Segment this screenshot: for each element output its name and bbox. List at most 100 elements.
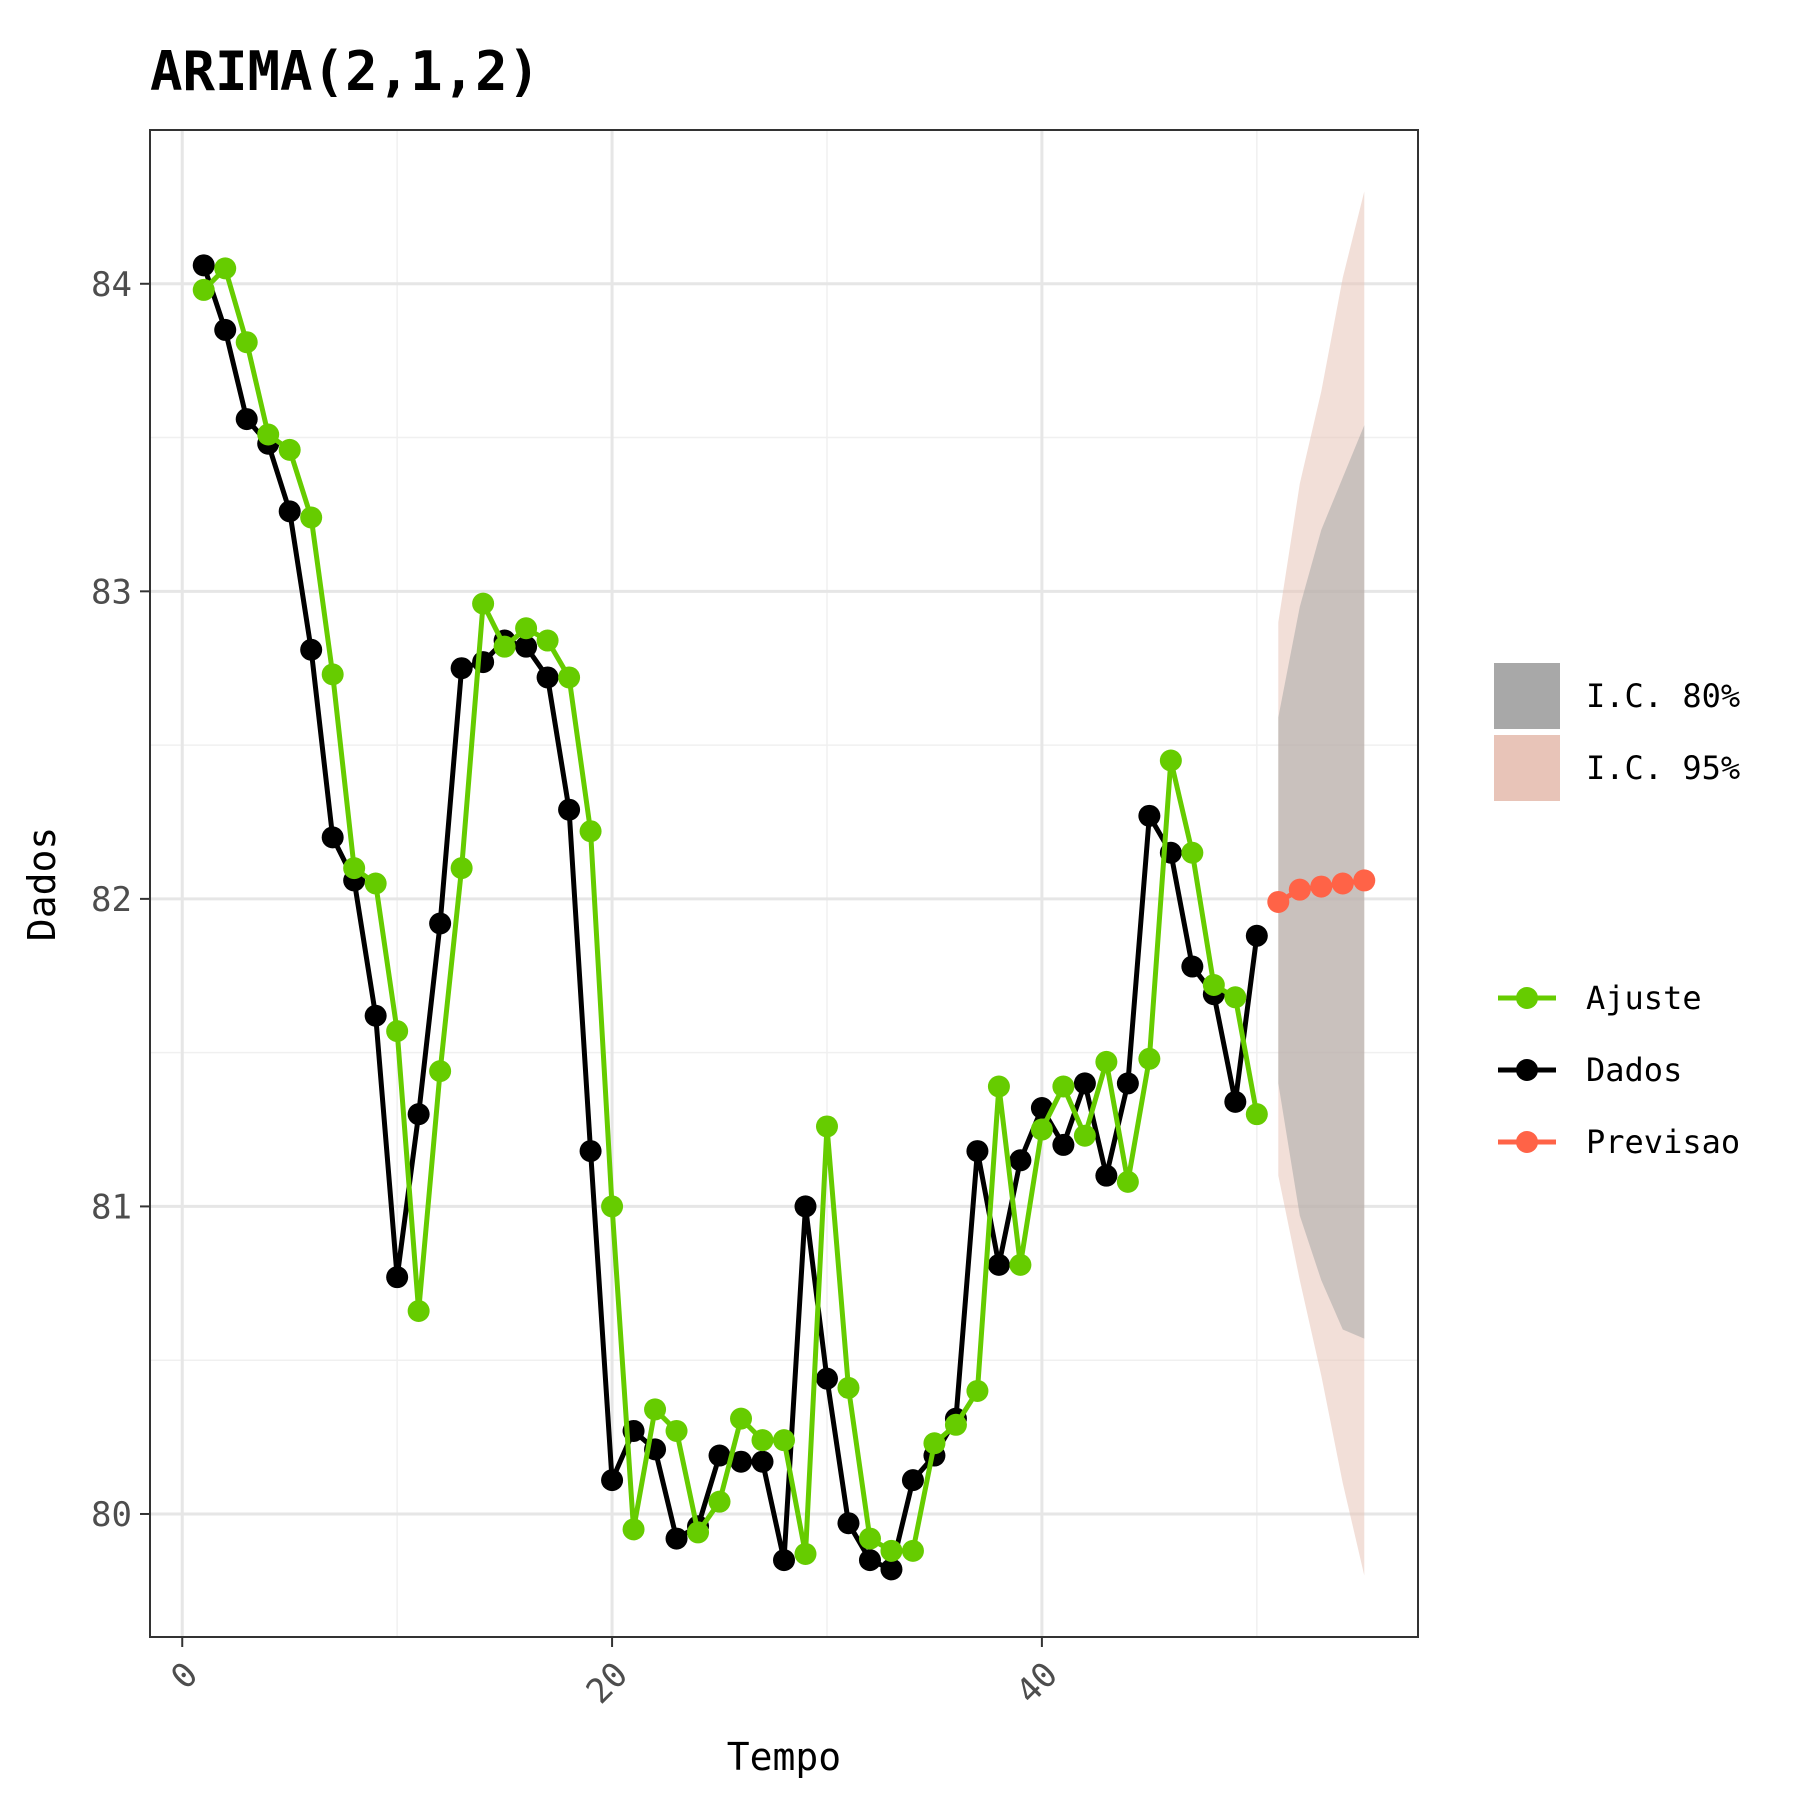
data-point-dados [429, 912, 452, 935]
data-point-dados [364, 1004, 387, 1027]
plot-panel-border [149, 129, 1419, 1638]
data-point-ajuste [429, 1060, 452, 1083]
data-point-previsao [1331, 872, 1354, 895]
y-tick-label: 81 [91, 1187, 132, 1227]
data-point-dados [880, 1558, 903, 1581]
data-point-ajuste [192, 278, 215, 301]
data-point-dados [901, 1469, 924, 1492]
data-point-dados [1181, 955, 1204, 978]
data-point-dados [386, 1266, 409, 1289]
data-point-previsao [1267, 890, 1290, 913]
data-point-ajuste [815, 1115, 838, 1138]
data-point-ajuste [472, 592, 495, 615]
data-point-dados [235, 408, 258, 431]
data-point-ajuste [901, 1539, 924, 1562]
data-point-dados [1095, 1164, 1118, 1187]
data-point-dados [407, 1103, 430, 1126]
data-point-ajuste [687, 1521, 710, 1544]
data-point-dados [579, 1140, 602, 1163]
data-point-ajuste [923, 1432, 946, 1455]
data-point-ajuste [665, 1419, 688, 1442]
data-point-ajuste [730, 1407, 753, 1430]
series-ajuste [192, 257, 1268, 1565]
x-tick-label: 20 [579, 1655, 636, 1712]
data-point-ajuste [300, 506, 323, 529]
data-point-dados [815, 1367, 838, 1390]
data-point-dados [966, 1140, 989, 1163]
data-point-dados [450, 657, 473, 680]
data-point-ajuste [1073, 1124, 1096, 1147]
legend-label: Dados [1586, 1051, 1682, 1089]
data-point-ajuste [773, 1429, 795, 1452]
legend-label: I.C. 80% [1586, 677, 1740, 715]
data-point-ajuste [493, 635, 516, 658]
data-point-ajuste [708, 1490, 731, 1513]
data-point-ajuste [515, 617, 538, 640]
y-tick-label: 82 [91, 880, 132, 920]
data-point-ajuste [1138, 1047, 1161, 1070]
data-point-ajuste [343, 857, 366, 880]
data-point-ajuste [622, 1518, 645, 1541]
data-point-ajuste [386, 1020, 409, 1043]
data-point-ajuste [1116, 1170, 1139, 1193]
data-point-dados [192, 254, 215, 277]
data-point-dados [858, 1549, 881, 1572]
chart-title: ARIMA(2,1,2) [150, 40, 540, 103]
data-point-dados [987, 1253, 1010, 1276]
data-point-ajuste [858, 1527, 881, 1550]
series-line-ajuste [201, 265, 1260, 1557]
x-tick-label: 0 [163, 1655, 206, 1698]
data-point-ajuste [751, 1429, 774, 1452]
data-point-ajuste [321, 663, 344, 686]
legend-key-95 [1494, 735, 1560, 801]
data-point-dados [300, 638, 323, 661]
data-point-dados [1116, 1072, 1139, 1095]
data-point-ajuste [579, 820, 602, 843]
legend-label: I.C. 95% [1586, 749, 1740, 787]
series-previsao [1267, 869, 1376, 913]
data-point-dados [794, 1195, 817, 1218]
data-point-dados [1245, 924, 1268, 947]
grid [150, 129, 1418, 1637]
data-point-dados [278, 500, 301, 523]
data-point-ajuste [966, 1379, 989, 1402]
data-point-dados [730, 1450, 753, 1473]
y-tick-label: 80 [91, 1495, 132, 1535]
data-point-ajuste [1009, 1253, 1032, 1276]
series-line-dados [201, 264, 1260, 1572]
data-point-ajuste [1202, 973, 1225, 996]
data-point-ajuste [364, 872, 387, 895]
data-point-dados [1052, 1133, 1075, 1156]
data-point-ajuste [536, 629, 559, 652]
legend-key-point-ajuste [1516, 987, 1538, 1009]
data-point-ajuste [1095, 1050, 1118, 1073]
data-point-dados [515, 635, 538, 658]
data-point-dados [214, 318, 237, 341]
y-axis-title: Dados [20, 827, 64, 941]
data-point-previsao [1288, 878, 1311, 901]
data-point-dados [536, 666, 559, 689]
x-tick-label: 40 [1009, 1655, 1066, 1712]
legend: I.C. 80% I.C. 95% Ajuste Dados Previsao [1494, 663, 1740, 1161]
x-axis-title: Tempo [727, 1735, 841, 1779]
series [192, 254, 1376, 1581]
data-point-ajuste [257, 423, 280, 446]
data-point-ajuste [450, 857, 473, 880]
data-point-dados [601, 1469, 624, 1492]
y-tick-label: 84 [91, 265, 132, 305]
data-point-ajuste [278, 438, 301, 461]
data-point-dados [1073, 1072, 1096, 1095]
data-point-dados [1224, 1090, 1247, 1113]
y-tick-label: 83 [91, 572, 132, 612]
data-point-dados [321, 826, 344, 849]
series-dados [192, 254, 1268, 1581]
data-point-dados [751, 1450, 774, 1473]
legend-key-80 [1494, 663, 1560, 729]
data-point-ajuste [214, 257, 237, 280]
data-point-ajuste [837, 1376, 860, 1399]
data-point-ajuste [794, 1542, 817, 1565]
data-point-dados [773, 1549, 795, 1572]
data-point-ajuste [644, 1398, 667, 1421]
data-point-ajuste [407, 1299, 430, 1322]
